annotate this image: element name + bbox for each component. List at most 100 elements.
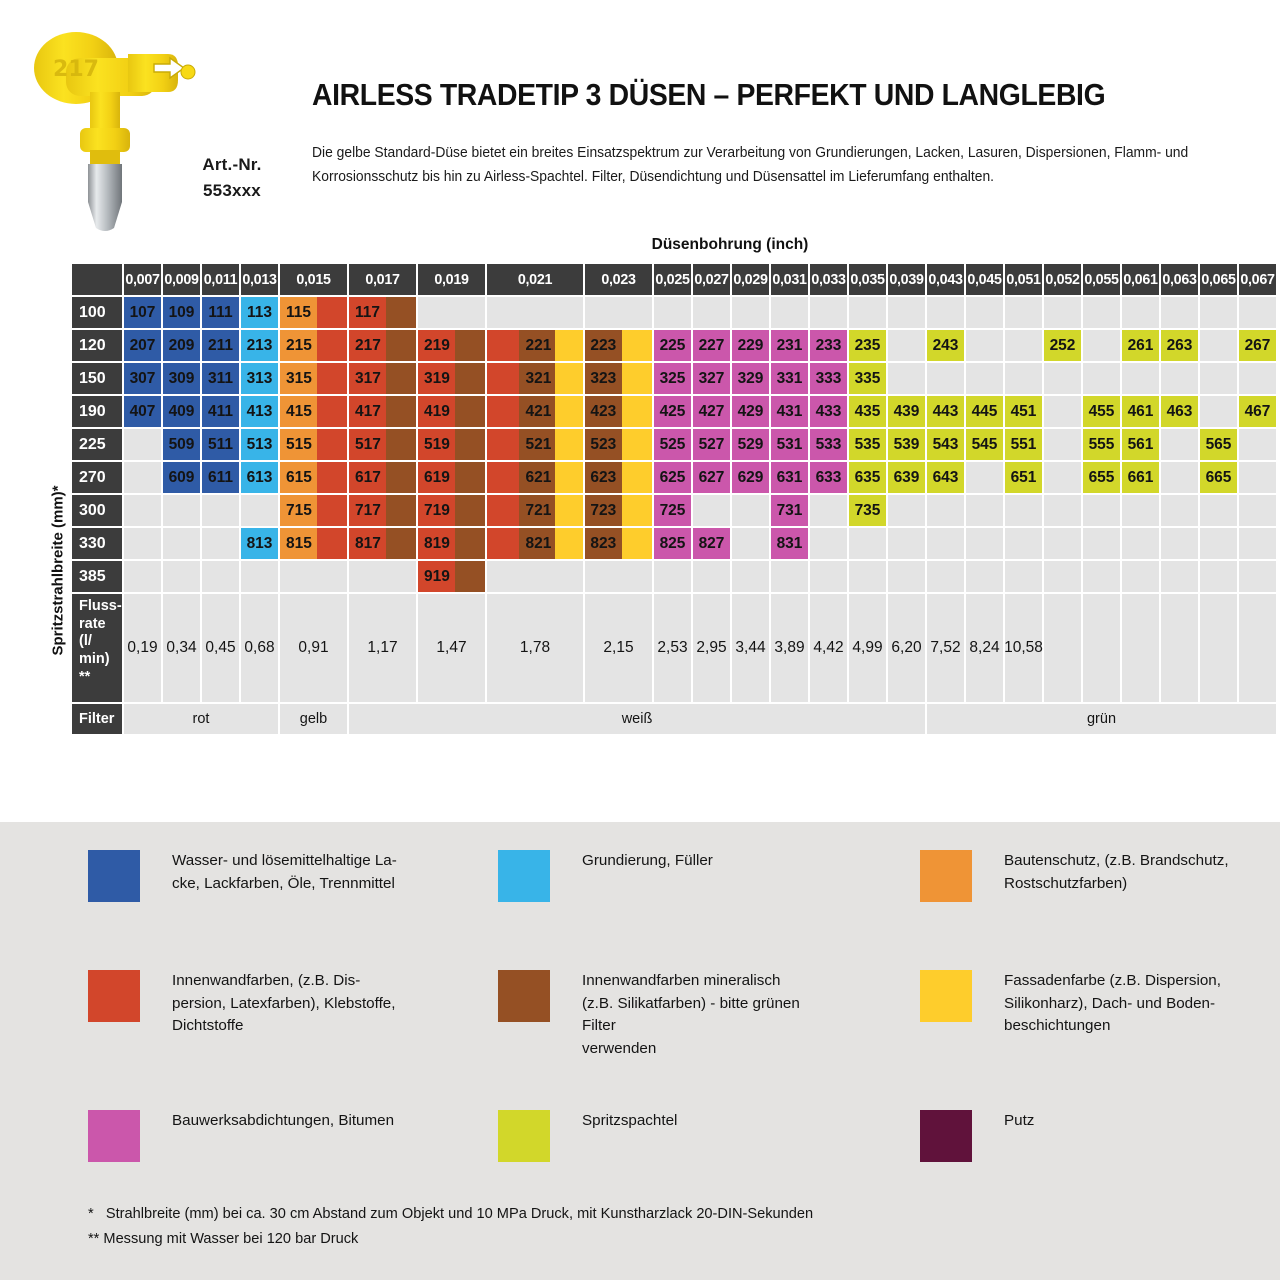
cell-color-segment xyxy=(518,495,556,526)
table-cell-empty xyxy=(585,297,652,328)
cell-value: 523 xyxy=(590,435,617,453)
cell-color-segment xyxy=(585,528,623,559)
cell-color-segment xyxy=(771,462,808,493)
table-cell-filled: 451 xyxy=(1005,396,1042,427)
cell-color-segment xyxy=(385,429,416,460)
column-header: 0,021 xyxy=(487,264,583,295)
cell-value: 252 xyxy=(1049,336,1076,354)
cell-color-segment xyxy=(124,363,161,394)
table-cell-empty xyxy=(1122,297,1159,328)
cell-value: 513 xyxy=(246,435,273,453)
cell-color-segment xyxy=(241,462,278,493)
flow-rate-cell: 1,17 xyxy=(349,594,416,702)
cell-value: 109 xyxy=(168,303,195,321)
cell-value: 665 xyxy=(1205,468,1232,486)
cell-color-segment xyxy=(585,330,623,361)
table-cell-empty xyxy=(1005,561,1042,592)
cell-value: 561 xyxy=(1127,435,1154,453)
table-cell-filled: 725 xyxy=(654,495,691,526)
row-header: 150 xyxy=(72,363,122,394)
cell-value: 545 xyxy=(971,435,998,453)
cell-color-segment xyxy=(202,429,239,460)
table-cell-empty xyxy=(1044,363,1081,394)
cell-color-segment xyxy=(693,330,730,361)
cell-color-segment xyxy=(732,396,769,427)
cell-value: 621 xyxy=(525,468,552,486)
table-cell-empty xyxy=(124,528,161,559)
cell-value: 643 xyxy=(932,468,959,486)
legend-color-swatch xyxy=(920,850,972,902)
table-cell-empty xyxy=(771,561,808,592)
table-cell-empty xyxy=(163,561,200,592)
flow-rate-cell: 0,68 xyxy=(241,594,278,702)
table-cell-filled: 333 xyxy=(810,363,847,394)
cell-value: 243 xyxy=(932,336,959,354)
cell-value: 409 xyxy=(168,402,195,420)
cell-color-segment xyxy=(349,396,387,427)
table-cell-empty xyxy=(1161,528,1198,559)
table-cell-empty xyxy=(927,297,964,328)
table-cell-filled: 231 xyxy=(771,330,808,361)
table-cell-filled: 331 xyxy=(771,363,808,394)
table-cell-empty xyxy=(1044,561,1081,592)
cell-value: 427 xyxy=(698,402,725,420)
cell-value: 515 xyxy=(286,435,312,453)
column-header: 0,052 xyxy=(1044,264,1081,295)
column-header: 0,029 xyxy=(732,264,769,295)
cell-color-segment xyxy=(849,495,886,526)
cell-color-segment xyxy=(518,528,556,559)
cell-value: 635 xyxy=(854,468,881,486)
cell-color-segment xyxy=(849,396,886,427)
table-cell-filled: 445 xyxy=(966,396,1003,427)
cell-value: 619 xyxy=(424,468,450,486)
cell-value: 435 xyxy=(854,402,881,420)
cell-color-segment xyxy=(163,429,200,460)
legend-label: Innenwandfarben, (z.B. Dis- persion, Lat… xyxy=(172,972,396,1034)
column-header: 0,025 xyxy=(654,264,691,295)
table-cell-empty xyxy=(1122,363,1159,394)
table-cell-filled: 565 xyxy=(1200,429,1237,460)
cell-value: 413 xyxy=(246,402,273,420)
legend-color-swatch xyxy=(920,970,972,1022)
cell-value: 625 xyxy=(659,468,686,486)
table-cell-empty xyxy=(1161,462,1198,493)
cell-value: 439 xyxy=(893,402,920,420)
cell-value: 717 xyxy=(355,501,381,519)
table-cell-filled: 665 xyxy=(1200,462,1237,493)
page-title: AIRLESS TRADETIP 3 DÜSEN – PERFEKT UND L… xyxy=(312,78,1106,112)
table-cell-filled: 823 xyxy=(585,528,652,559)
table-cell-filled: 235 xyxy=(849,330,886,361)
cell-value: 215 xyxy=(286,336,312,354)
table-cell-filled: 635 xyxy=(849,462,886,493)
cell-color-segment xyxy=(385,528,416,559)
table-cell-filled: 411 xyxy=(202,396,239,427)
cell-color-segment xyxy=(487,396,520,427)
legend-color-swatch xyxy=(88,850,140,902)
table-cell-filled: 261 xyxy=(1122,330,1159,361)
legend-label: Fassadenfarbe (z.B. Dispersion, Silikonh… xyxy=(1004,972,1221,1034)
cell-color-segment xyxy=(487,528,520,559)
flow-rate-cell: 1,47 xyxy=(418,594,485,702)
table-cell-empty xyxy=(888,330,925,361)
cell-color-segment xyxy=(693,396,730,427)
cell-color-segment xyxy=(202,462,239,493)
nozzle-image: 217 xyxy=(28,18,198,233)
table-cell-empty xyxy=(241,495,278,526)
table-cell-empty xyxy=(966,495,1003,526)
cell-value: 551 xyxy=(1010,435,1037,453)
cell-color-segment xyxy=(418,561,456,592)
table-cell-filled: 617 xyxy=(349,462,416,493)
table-cell-empty xyxy=(1044,429,1081,460)
flow-rate-cell: 0,45 xyxy=(202,594,239,702)
legend-item: Wasser- und lösemittelhaltige La- cke, L… xyxy=(88,850,397,902)
cell-color-segment xyxy=(555,396,583,427)
table-cell-filled: 613 xyxy=(241,462,278,493)
table-cell-empty xyxy=(202,495,239,526)
filter-row: Filter rot gelb weiß grün xyxy=(72,704,1276,734)
table-cell-filled: 517 xyxy=(349,429,416,460)
table-cell-filled: 543 xyxy=(927,429,964,460)
cell-color-segment xyxy=(241,528,278,559)
cell-color-segment xyxy=(418,495,456,526)
cell-value: 433 xyxy=(815,402,842,420)
